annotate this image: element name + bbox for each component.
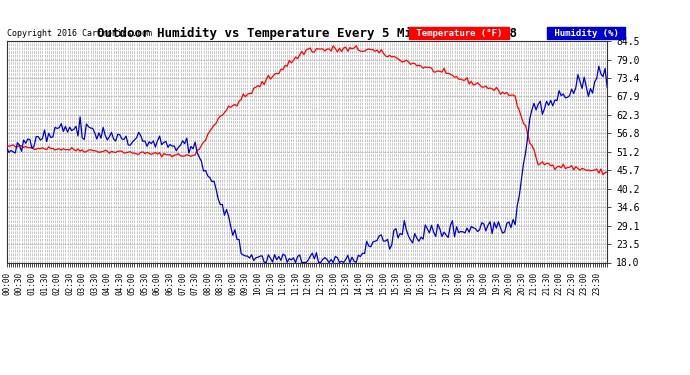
Text: Copyright 2016 Cartronics.com: Copyright 2016 Cartronics.com — [7, 28, 152, 38]
Title: Outdoor Humidity vs Temperature Every 5 Minutes 20160418: Outdoor Humidity vs Temperature Every 5 … — [97, 27, 517, 40]
Text: Temperature (°F): Temperature (°F) — [411, 28, 507, 38]
Text: Humidity (%): Humidity (%) — [549, 28, 624, 38]
